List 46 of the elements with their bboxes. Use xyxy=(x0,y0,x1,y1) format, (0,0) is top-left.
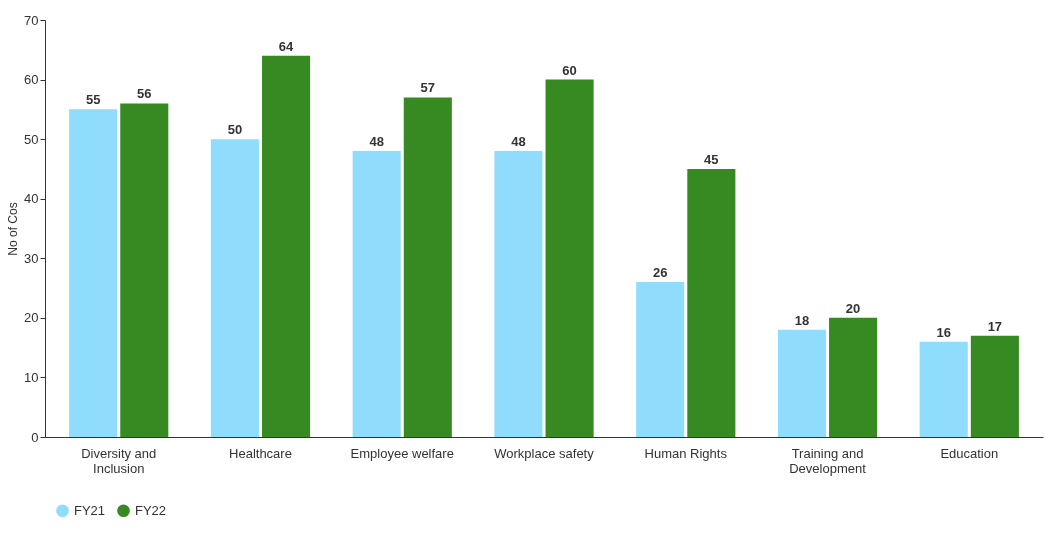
y-tick-label: 10 xyxy=(24,369,39,385)
data-label: 48 xyxy=(511,134,526,150)
data-label: 20 xyxy=(845,300,861,316)
x-tick-label: Healthcare xyxy=(229,445,292,461)
bar xyxy=(970,335,1019,437)
y-tick-label: 40 xyxy=(24,191,39,207)
x-tick-label: Education xyxy=(940,445,999,461)
bar xyxy=(494,151,543,437)
bar xyxy=(919,341,968,437)
data-label: 17 xyxy=(987,318,1003,334)
bar xyxy=(636,282,685,437)
y-tick-label: 30 xyxy=(24,250,39,266)
y-tick-label: 60 xyxy=(24,72,39,88)
x-tick-label: Workplace safety xyxy=(494,445,595,461)
data-label: 45 xyxy=(704,151,719,167)
y-axis-title: No of Cos xyxy=(6,202,21,256)
y-tick-label: 20 xyxy=(24,310,39,326)
data-label: 60 xyxy=(562,62,577,78)
bar xyxy=(545,79,594,437)
bar xyxy=(120,103,169,437)
data-label: 50 xyxy=(227,122,243,138)
bar xyxy=(403,97,452,437)
data-label: 48 xyxy=(369,134,384,150)
bar xyxy=(352,151,401,437)
data-label: 16 xyxy=(936,324,951,340)
data-label: 26 xyxy=(652,265,668,281)
y-tick-label: 50 xyxy=(24,131,39,147)
bar xyxy=(687,168,736,437)
legend-label: FY21 xyxy=(74,502,106,518)
data-label: 57 xyxy=(420,80,436,96)
legend-label: FY22 xyxy=(135,502,167,518)
x-tick-label: Training and Development xyxy=(789,445,867,476)
x-tick-label: Employee welfare xyxy=(350,445,454,461)
bar xyxy=(777,329,826,437)
data-label: 18 xyxy=(794,312,810,328)
data-label: 55 xyxy=(85,92,101,108)
y-tick-label: 70 xyxy=(24,12,39,28)
bar xyxy=(262,55,311,437)
bar xyxy=(69,109,118,437)
data-label: 64 xyxy=(278,38,295,54)
x-tick-label: Human Rights xyxy=(644,445,728,461)
y-tick-label: 0 xyxy=(31,429,39,445)
data-label: 56 xyxy=(137,86,152,102)
bar xyxy=(829,317,878,437)
x-tick-label: Diversity and Inclusion xyxy=(81,445,157,476)
bar xyxy=(210,139,259,437)
